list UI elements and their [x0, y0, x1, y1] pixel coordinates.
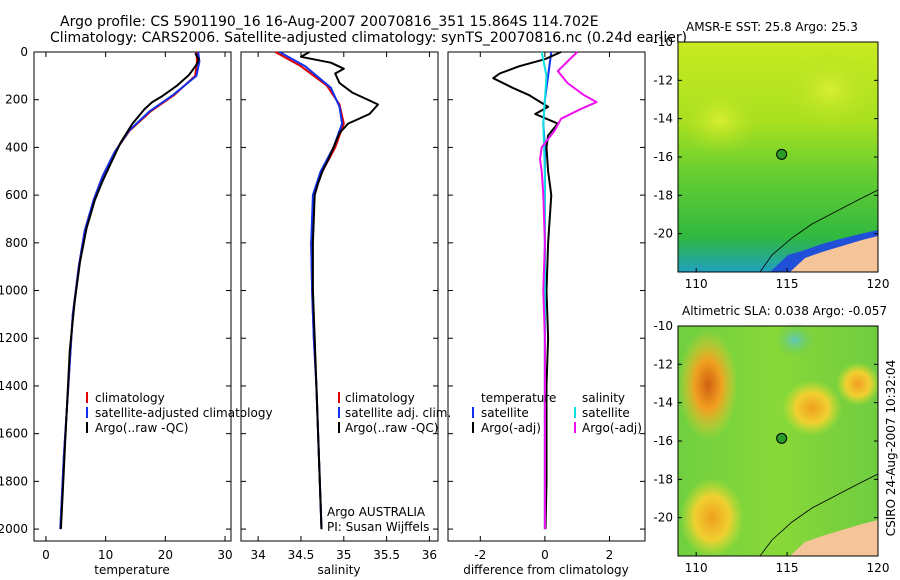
bathymetry-contour	[759, 189, 879, 273]
y-tick-label: 400	[5, 140, 28, 154]
series-line-satellite	[59, 51, 201, 530]
map-x-tick-label: 120	[867, 561, 890, 575]
series-line-argo	[300, 51, 379, 530]
salinity-panel-frame	[240, 51, 439, 542]
y-tick-label: 1600	[0, 427, 28, 441]
map-x-tick-label: 110	[685, 277, 708, 291]
difference-legend: temperature salinity satellite Argo(-adj…	[472, 391, 642, 435]
profile-location-marker	[776, 148, 788, 160]
temperature-panel-frame	[33, 51, 232, 542]
y-tick-label: 0	[20, 45, 28, 59]
y-tick-label: 600	[5, 188, 28, 202]
legend-label-temp-argo: Argo(-adj)	[481, 421, 541, 435]
series-line-argo	[492, 51, 562, 530]
salinity-legend: climatology satellite adj. clim. Argo(..…	[327, 391, 451, 534]
sla-map-title: Altimetric SLA: 0.038 Argo: -0.057	[682, 304, 887, 318]
map-y-tick-label: -16	[653, 434, 673, 448]
map-y-tick-label: -18	[653, 188, 673, 202]
annotation-pi-name: PI: Susan Wijffels	[327, 520, 429, 534]
map-y-tick-label: -20	[653, 511, 673, 525]
x-tick-label: 2	[606, 548, 614, 562]
y-tick-label: 1200	[0, 331, 28, 345]
y-tick-label: 1000	[0, 284, 28, 298]
x-tick-label: 30	[217, 548, 232, 562]
map-x-tick-label: 110	[685, 561, 708, 575]
figure-title-line1: Argo profile: CS 5901190_16 16-Aug-2007 …	[60, 14, 599, 30]
map-y-tick-label: -10	[653, 319, 673, 333]
legend-label-sal-satellite: satellite	[582, 406, 630, 420]
series-line-climatology	[59, 51, 198, 530]
map-y-tick-label: -14	[653, 112, 673, 126]
map-y-tick-label: -12	[653, 73, 673, 87]
legend-header-salinity: salinity	[582, 391, 625, 405]
map-y-tick-label: -20	[653, 227, 673, 241]
map-y-tick-label: -16	[653, 150, 673, 164]
salinity-plot: 34 34.5 35 35.5 36	[241, 51, 438, 562]
land-mask	[790, 520, 878, 556]
sla-high-patch	[678, 330, 738, 440]
series-line-argo_adj_salinity	[539, 51, 598, 530]
x-tick-label: -2	[474, 548, 486, 562]
legend-label-sal-argo: Argo(-adj)	[582, 421, 642, 435]
x-tick-label: 34.5	[288, 548, 315, 562]
y-tick-label: 800	[5, 236, 28, 250]
land-mask	[790, 236, 878, 272]
series-line-climatology	[274, 51, 345, 530]
series-line-argo	[59, 52, 200, 530]
y-tick-label: 1400	[0, 379, 28, 393]
temperature-plot: 0 200 400 600 800 1000 1200 1400 1600 1800 2000 0 10…	[0, 45, 233, 562]
temperature-legend: climatology satellite-adjusted climatolo…	[86, 391, 273, 435]
x-tick-label: 36	[422, 548, 437, 562]
x-tick-label: 20	[158, 548, 173, 562]
sst-warm-patch	[680, 85, 760, 155]
sst-map-title: AMSR-E SST: 25.8 Argo: 25.3	[686, 20, 858, 34]
temperature-xlabel: temperature	[94, 563, 169, 577]
sla-low-patch	[773, 322, 817, 358]
legend-header-temperature: temperature	[481, 391, 556, 405]
x-tick-label: 35.5	[373, 548, 400, 562]
figure-title-line2: Climatology: CARS2006. Satellite-adjuste…	[50, 30, 687, 46]
salinity-xlabel: salinity	[317, 563, 360, 577]
bathymetry-contour	[759, 473, 879, 557]
annotation-argo-australia: Argo AUSTRALIA	[327, 505, 426, 519]
difference-panel-frame	[447, 51, 646, 542]
y-tick-label: 200	[5, 93, 28, 107]
legend-label-temp-satellite: satellite	[481, 406, 529, 420]
legend-label-argo: Argo(..raw -QC)	[95, 421, 188, 435]
map-y-tick-label: -14	[653, 396, 673, 410]
map-x-tick-label: 120	[867, 277, 890, 291]
legend-label-climatology: climatology	[95, 391, 165, 405]
x-tick-label: 34	[250, 548, 265, 562]
y-tick-label: 2000	[0, 522, 28, 536]
sla-high-patch	[836, 362, 880, 406]
sst-map-axes: -10 -12 -14 -16 -18 -20 110 115 120	[653, 35, 889, 291]
sla-map-axes: -10 -12 -14 -16 -18 -20 110 115 120	[653, 319, 889, 575]
legend-label-argo: Argo(..raw -QC)	[345, 421, 438, 435]
map-x-tick-label: 115	[776, 561, 799, 575]
legend-label-satellite-adjusted: satellite-adjusted climatology	[95, 406, 273, 420]
map-y-tick-label: -12	[653, 357, 673, 371]
series-line-satellite	[279, 51, 344, 530]
profile-location-marker	[776, 432, 788, 444]
x-tick-label: 35	[336, 548, 351, 562]
x-tick-label: 0	[42, 548, 50, 562]
difference-plot: -2 0 2	[448, 51, 645, 562]
difference-xlabel: difference from climatology	[463, 563, 629, 577]
x-tick-label: 0	[541, 548, 549, 562]
x-tick-label: 10	[98, 548, 113, 562]
side-timestamp-label: CSIRO 24-Aug-2007 10:32:04	[884, 360, 898, 536]
sla-high-patch	[680, 478, 744, 558]
sst-warm-patch	[780, 50, 880, 130]
map-x-tick-label: 115	[776, 277, 799, 291]
sla-high-patch	[782, 380, 842, 436]
legend-label-climatology: climatology	[345, 391, 415, 405]
y-tick-label: 1800	[0, 474, 28, 488]
map-y-tick-label: -18	[653, 472, 673, 486]
map-y-tick-label: -10	[653, 35, 673, 49]
legend-label-satellite-adj: satellite adj. clim.	[345, 406, 451, 420]
